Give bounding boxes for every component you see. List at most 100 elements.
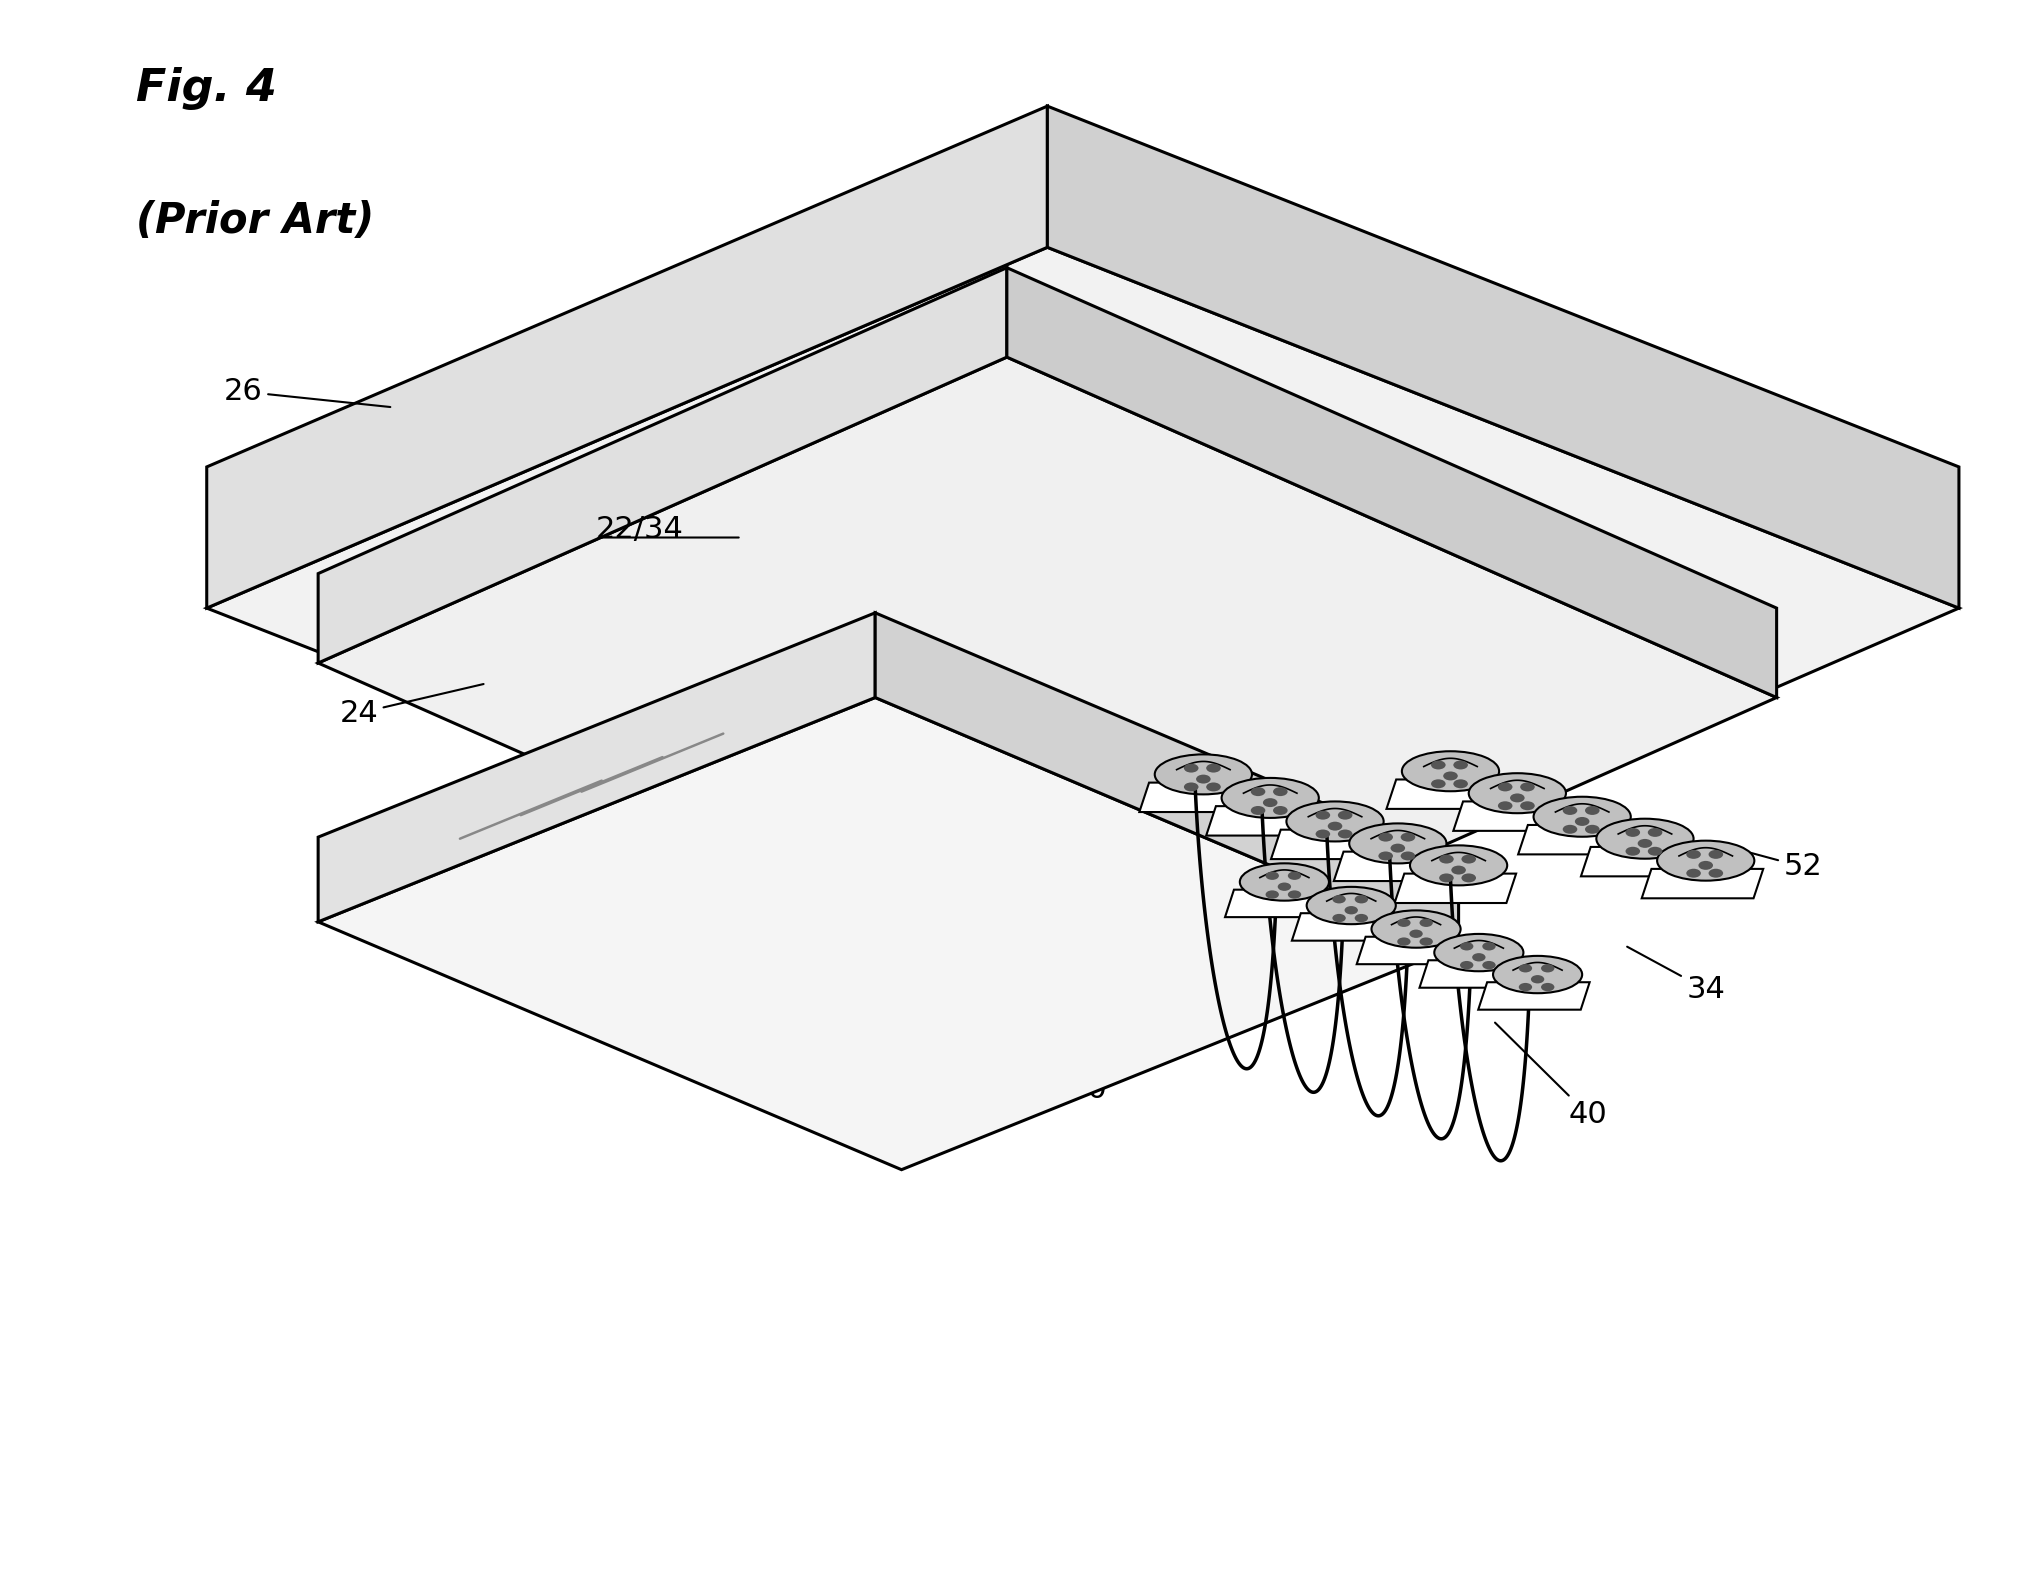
Ellipse shape — [1497, 801, 1513, 811]
Ellipse shape — [1432, 779, 1446, 788]
Ellipse shape — [1519, 982, 1532, 992]
Ellipse shape — [1222, 777, 1318, 818]
Ellipse shape — [1206, 782, 1220, 792]
Ellipse shape — [1454, 779, 1469, 788]
Polygon shape — [1206, 806, 1328, 836]
Ellipse shape — [1379, 852, 1393, 861]
Text: 26: 26 — [224, 377, 391, 407]
Polygon shape — [1517, 825, 1639, 855]
Ellipse shape — [1625, 828, 1639, 837]
Ellipse shape — [1469, 773, 1566, 814]
Polygon shape — [1641, 869, 1763, 899]
Ellipse shape — [1440, 855, 1454, 864]
Ellipse shape — [1432, 760, 1446, 770]
Ellipse shape — [1184, 763, 1198, 773]
Polygon shape — [207, 106, 1048, 609]
Ellipse shape — [1574, 817, 1589, 826]
Ellipse shape — [1251, 787, 1265, 796]
Ellipse shape — [1401, 852, 1416, 861]
Polygon shape — [317, 613, 875, 923]
Polygon shape — [1224, 889, 1336, 918]
Ellipse shape — [1562, 806, 1576, 815]
Text: 24: 24 — [340, 684, 484, 727]
Ellipse shape — [1401, 751, 1499, 792]
Ellipse shape — [1562, 825, 1576, 834]
Ellipse shape — [1410, 845, 1507, 885]
Ellipse shape — [1397, 919, 1412, 927]
Ellipse shape — [1328, 822, 1342, 831]
Ellipse shape — [1658, 841, 1755, 880]
Ellipse shape — [1184, 782, 1198, 792]
Ellipse shape — [1371, 910, 1460, 948]
Ellipse shape — [1462, 855, 1477, 864]
Ellipse shape — [1206, 763, 1220, 773]
Ellipse shape — [1686, 850, 1700, 859]
Ellipse shape — [1316, 811, 1330, 820]
Ellipse shape — [1584, 806, 1599, 815]
Ellipse shape — [1420, 937, 1432, 946]
Polygon shape — [317, 268, 1007, 662]
Ellipse shape — [1285, 801, 1383, 842]
Ellipse shape — [1379, 833, 1393, 842]
Ellipse shape — [1709, 869, 1723, 878]
Ellipse shape — [1306, 886, 1395, 924]
Ellipse shape — [1452, 866, 1467, 875]
Text: Fig. 4: Fig. 4 — [136, 66, 277, 110]
Ellipse shape — [1519, 801, 1536, 811]
Polygon shape — [1387, 779, 1507, 809]
Ellipse shape — [1509, 793, 1526, 803]
Text: 40: 40 — [1495, 1022, 1607, 1129]
Ellipse shape — [1637, 839, 1652, 848]
Ellipse shape — [1460, 941, 1473, 951]
Polygon shape — [875, 613, 1458, 945]
Ellipse shape — [1273, 806, 1288, 815]
Ellipse shape — [1397, 937, 1412, 946]
Ellipse shape — [1648, 847, 1662, 856]
Text: 22/34: 22/34 — [596, 516, 683, 544]
Ellipse shape — [1273, 787, 1288, 796]
Ellipse shape — [1332, 896, 1347, 904]
Text: (Prior Art): (Prior Art) — [136, 200, 374, 243]
Ellipse shape — [1241, 863, 1328, 900]
Ellipse shape — [1288, 891, 1302, 899]
Polygon shape — [317, 356, 1776, 1003]
Ellipse shape — [1277, 883, 1292, 891]
Polygon shape — [1007, 268, 1776, 697]
Polygon shape — [1420, 960, 1532, 987]
Ellipse shape — [1698, 861, 1713, 871]
Ellipse shape — [1444, 771, 1458, 781]
Ellipse shape — [1332, 915, 1347, 923]
Ellipse shape — [1483, 941, 1495, 951]
Ellipse shape — [1454, 760, 1469, 770]
Text: 52: 52 — [1719, 844, 1822, 882]
Ellipse shape — [1648, 828, 1662, 837]
Polygon shape — [1048, 106, 1959, 609]
Ellipse shape — [1391, 844, 1405, 853]
Ellipse shape — [1410, 929, 1422, 938]
Polygon shape — [1139, 782, 1261, 812]
Ellipse shape — [1584, 825, 1599, 834]
Ellipse shape — [1532, 975, 1544, 984]
Polygon shape — [1334, 852, 1456, 882]
Text: 50: 50 — [1068, 932, 1273, 1104]
Ellipse shape — [1542, 982, 1554, 992]
Ellipse shape — [1542, 964, 1554, 973]
Ellipse shape — [1420, 919, 1432, 927]
Ellipse shape — [1288, 872, 1302, 880]
Ellipse shape — [1534, 796, 1631, 837]
Ellipse shape — [1338, 830, 1353, 839]
Ellipse shape — [1440, 874, 1454, 883]
Ellipse shape — [1434, 934, 1523, 971]
Polygon shape — [1357, 937, 1469, 964]
Ellipse shape — [1519, 964, 1532, 973]
Polygon shape — [1479, 982, 1591, 1009]
Ellipse shape — [1519, 782, 1536, 792]
Polygon shape — [207, 248, 1959, 968]
Ellipse shape — [1349, 823, 1446, 863]
Ellipse shape — [1625, 847, 1639, 856]
Ellipse shape — [1263, 798, 1277, 807]
Ellipse shape — [1462, 874, 1477, 883]
Ellipse shape — [1497, 782, 1513, 792]
Ellipse shape — [1483, 960, 1495, 970]
Ellipse shape — [1196, 774, 1210, 784]
